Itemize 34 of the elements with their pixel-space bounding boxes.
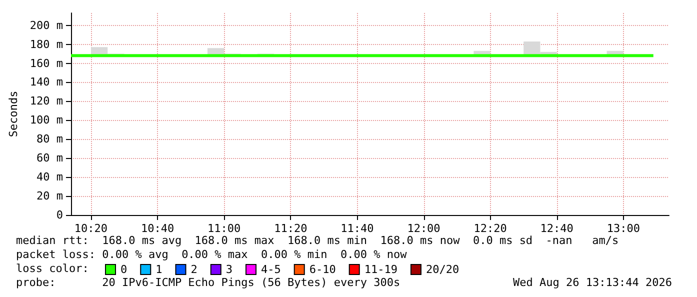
y-tick-label: 60 m (36, 152, 64, 165)
legend-label: 1 (156, 263, 162, 276)
text: packet loss: 0.00 % avg 0.00 % max 0.00 % min 0.00 % now (16, 248, 407, 261)
text: probe: 20 IPv6-ICMP Echo Pings (56 Bytes) every 300s (16, 276, 400, 289)
x-tick-label: 11:00 (208, 222, 241, 235)
y-tick-label: 100 m (30, 114, 64, 127)
y-tick-label: 80 m (36, 132, 64, 146)
legend-label: 0 (120, 263, 128, 276)
y-tick-label: 40 m (36, 170, 64, 184)
x-tick-label: 13:00 (606, 222, 640, 235)
y-tick-label: 0 (56, 208, 64, 222)
x-tick-label: 10:40 (140, 222, 174, 235)
legend-label: 11-19 (364, 263, 398, 276)
y-axis-title: Seconds (7, 90, 20, 138)
legend-label: 6-10 (309, 263, 336, 276)
x-tick-label: 11:40 (340, 222, 374, 235)
x-tick-label: 12:20 (474, 222, 507, 235)
legend-label: 20/20 (426, 263, 460, 276)
x-tick-label: 12:40 (540, 222, 574, 235)
y-tick-label: 160 m (30, 56, 64, 70)
legend-title: loss color: (16, 262, 89, 275)
x-tick-label: 12:00 (407, 222, 440, 235)
x-tick-label: 11:20 (274, 222, 308, 235)
legend-label: 2 (190, 263, 198, 276)
legend-label: 3 (226, 263, 232, 276)
y-tick-label: 180 m (30, 38, 64, 51)
y-tick-label: 120 m (30, 94, 64, 108)
x-tick-label: 10:20 (74, 222, 108, 235)
legend-label: 4-5 (260, 263, 281, 276)
y-tick-label: 200 m (30, 18, 64, 32)
y-tick-label: 140 m (30, 76, 64, 89)
y-tick-label: 20 m (36, 190, 64, 203)
text: Wed Aug 26 13:13:44 2026 (513, 276, 672, 289)
text: median rtt: 168.0 ms avg 168.0 ms max 168.0 ms min 168.0 ms now 0.0 ms sd -nan am/s (16, 234, 619, 247)
